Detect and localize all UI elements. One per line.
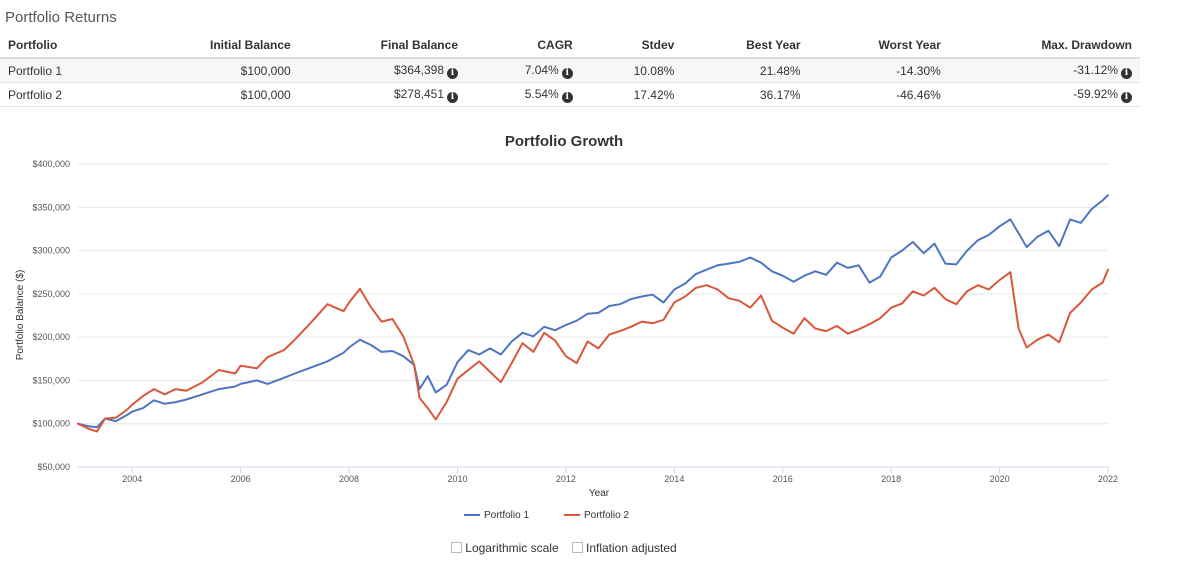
cell-portfolio: Portfolio 2 bbox=[0, 82, 126, 107]
cell-best-year: 21.48% bbox=[682, 58, 809, 83]
legend-label-2: Portfolio 2 bbox=[584, 510, 629, 521]
col-header-cagr: CAGR bbox=[466, 33, 581, 59]
y-tick-label: $300,000 bbox=[32, 246, 70, 256]
cell-max-drawdown: -31.12% i bbox=[948, 58, 1140, 83]
info-circle-icon[interactable]: i bbox=[561, 67, 573, 79]
cell-cagr: 5.54% i bbox=[466, 82, 581, 107]
log-scale-checkbox[interactable] bbox=[451, 542, 463, 553]
inflation-adjusted-checkbox[interactable] bbox=[571, 542, 583, 553]
portfolio-growth-chart: $50,000 $100,000 $150,000 $200,000 $250,000 $… bbox=[15, 133, 1118, 521]
x-tick-label: 2018 bbox=[881, 474, 901, 484]
table-row: Portfolio 2 $100,000 $278,451 i 5.54% i 17… bbox=[0, 82, 1140, 107]
cell-cagr: 7.04% i bbox=[466, 58, 581, 83]
x-tick-label: 2016 bbox=[773, 474, 793, 484]
info-circle-icon[interactable]: i bbox=[1121, 91, 1132, 103]
series-line-1 bbox=[77, 194, 1109, 429]
col-header-portfolio: Portfolio bbox=[0, 33, 126, 59]
x-tick-label: 2012 bbox=[556, 474, 576, 484]
chart-axes: $50,000 $100,000 $150,000 $200,000 $250,000 $… bbox=[32, 159, 1118, 484]
y-tick-label: $200,000 bbox=[32, 332, 70, 342]
info-circle-icon[interactable]: i bbox=[1121, 67, 1132, 79]
inflation-adjusted-label[interactable]: Inflation adjusted bbox=[585, 541, 677, 555]
y-tick-label: $100,000 bbox=[32, 419, 70, 429]
section-title: Portfolio Returns bbox=[5, 9, 117, 26]
y-tick-label: $50,000 bbox=[37, 462, 70, 472]
chart-grid bbox=[78, 163, 1108, 468]
col-header-final-balance: Final Balance bbox=[298, 33, 466, 59]
cell-initial-balance: $100,000 bbox=[125, 58, 299, 83]
cell-final-balance: $364,398 i bbox=[298, 58, 466, 83]
x-tick-label: 2020 bbox=[990, 474, 1010, 484]
col-header-stdev: Stdev bbox=[580, 33, 683, 59]
y-tick-label: $400,000 bbox=[32, 159, 70, 169]
col-header-initial-balance: Initial Balance bbox=[125, 33, 299, 59]
cell-stdev: 10.08% bbox=[580, 58, 683, 83]
series-line-2 bbox=[77, 268, 1109, 433]
chart-legend: Portfolio 1 Portfolio 2 bbox=[464, 510, 629, 521]
col-header-worst-year: Worst Year bbox=[808, 33, 949, 59]
chart-title: Portfolio Growth bbox=[505, 133, 623, 150]
x-tick-label: 2008 bbox=[339, 474, 359, 484]
cell-final-balance: $278,451 i bbox=[298, 82, 466, 107]
log-scale-option[interactable]: Logarithmic scale bbox=[451, 541, 559, 555]
cell-worst-year: -46.46% bbox=[808, 82, 949, 107]
legend-label-1: Portfolio 1 bbox=[484, 510, 529, 521]
chart-options: Logarithmic scale Inflation adjusted bbox=[0, 541, 1128, 555]
chart-series bbox=[77, 194, 1109, 433]
info-circle-icon[interactable]: i bbox=[447, 91, 458, 103]
cell-best-year: 36.17% bbox=[682, 82, 809, 107]
cell-initial-balance: $100,000 bbox=[125, 82, 299, 107]
info-circle-icon[interactable]: i bbox=[561, 91, 573, 103]
table-row: Portfolio 1 $100,000 $364,398 i 7.04% i 10… bbox=[0, 58, 1140, 83]
portfolio-returns-table: Portfolio Initial Balance Final Balance … bbox=[0, 33, 1140, 107]
cell-portfolio: Portfolio 1 bbox=[0, 58, 126, 83]
cell-worst-year: -14.30% bbox=[808, 58, 949, 83]
cell-max-drawdown: -59.92% i bbox=[948, 82, 1140, 107]
x-axis-label: Year bbox=[589, 488, 610, 499]
x-tick-label: 2004 bbox=[122, 474, 142, 484]
log-scale-label[interactable]: Logarithmic scale bbox=[465, 541, 559, 555]
x-tick-label: 2006 bbox=[231, 474, 251, 484]
col-header-best-year: Best Year bbox=[682, 33, 809, 59]
y-tick-label: $350,000 bbox=[32, 202, 70, 212]
cell-stdev: 17.42% bbox=[580, 82, 683, 107]
x-tick-label: 2010 bbox=[447, 474, 467, 484]
y-tick-label: $150,000 bbox=[32, 375, 70, 385]
y-axis-label: Portfolio Balance ($) bbox=[15, 270, 26, 361]
info-circle-icon[interactable]: i bbox=[447, 67, 458, 79]
x-tick-label: 2014 bbox=[664, 474, 684, 484]
y-tick-label: $250,000 bbox=[32, 289, 70, 299]
inflation-adjusted-option[interactable]: Inflation adjusted bbox=[571, 541, 677, 555]
col-header-max-drawdown: Max. Drawdown bbox=[948, 33, 1140, 59]
table-header-row: Portfolio Initial Balance Final Balance … bbox=[0, 33, 1140, 59]
x-tick-label: 2022 bbox=[1098, 474, 1118, 484]
